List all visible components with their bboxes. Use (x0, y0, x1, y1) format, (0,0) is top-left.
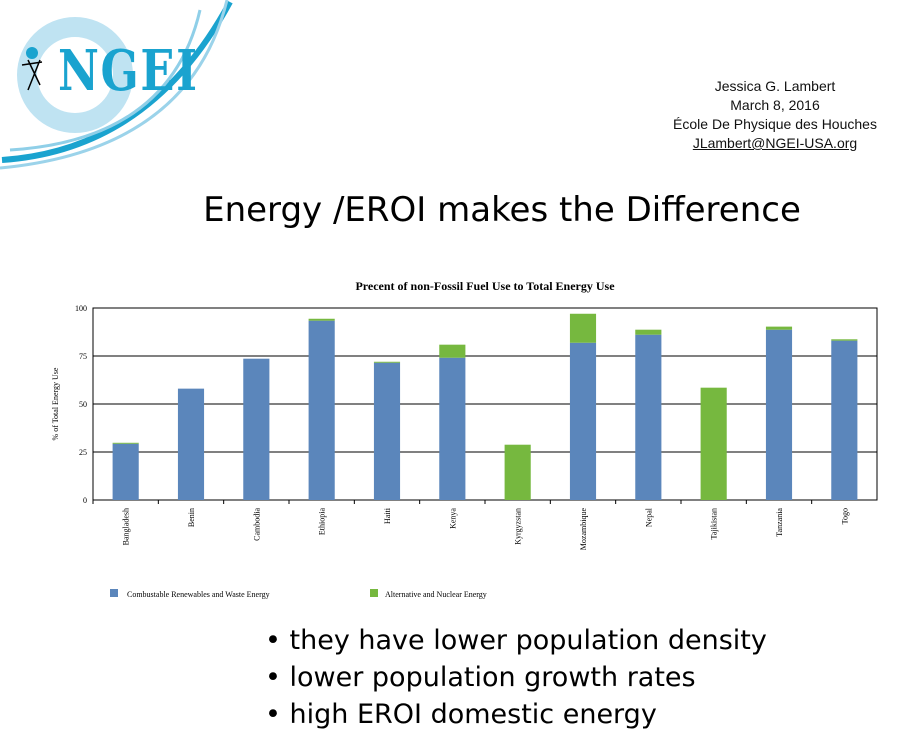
legend-swatch (370, 589, 378, 597)
venue: École De Physique des Houches (673, 116, 877, 132)
bar-alternative (439, 344, 466, 358)
bar-alternative (831, 339, 858, 341)
bar-alternative (504, 444, 531, 500)
bar-combustable (373, 362, 401, 500)
x-tick-label: Kyrgyzstan (514, 508, 523, 545)
bar-combustable (635, 334, 662, 500)
x-tick-label: Bangladesh (122, 508, 131, 545)
bar-alternative (112, 442, 139, 444)
x-tick-label: Ethiopia (318, 508, 327, 536)
bar-alternative (700, 387, 727, 500)
presentation-date: March 8, 2016 (730, 97, 820, 113)
bar-combustable (765, 329, 793, 500)
bullet-item: • high EROI domestic energy (265, 699, 657, 730)
logo-text: NGEI (58, 38, 199, 104)
x-tick-label: Cambodia (252, 508, 261, 541)
y-tick-label: 25 (79, 448, 87, 457)
y-tick-label: 50 (79, 400, 87, 409)
x-tick-label: Kenya (448, 508, 457, 529)
bar-alternative (569, 313, 597, 343)
x-tick-label: Togo (840, 508, 849, 524)
x-tick-label: Haiti (383, 507, 392, 524)
slide-title: Energy /EROI makes the Difference (203, 190, 801, 230)
chart-title: Precent of non-Fossil Fuel Use to Total … (355, 279, 615, 293)
x-tick-label: Benin (187, 508, 196, 527)
bar-alternative (635, 329, 662, 335)
author-info: Jessica G. Lambert March 8, 2016 École D… (660, 77, 890, 153)
bar-combustable (177, 388, 205, 500)
x-tick-label: Mozambique (579, 508, 588, 551)
bullet-item: • lower population growth rates (265, 662, 696, 693)
bar-chart: Precent of non-Fossil Fuel Use to Total … (51, 279, 878, 599)
email-link[interactable]: JLambert@NGEI-USA.org (692, 135, 858, 151)
bar-combustable (112, 443, 139, 500)
bar-combustable (569, 342, 597, 500)
y-tick-label: 100 (75, 304, 87, 313)
legend-label: Combustable Renewables and Waste Energy (127, 590, 270, 599)
bar-combustable (439, 357, 466, 500)
bar-alternative (373, 361, 401, 363)
x-tick-label: Tanzania (775, 508, 784, 537)
ngei-logo (0, 0, 233, 170)
bullet-item: • they have lower population density (265, 625, 767, 656)
y-tick-label: 0 (83, 496, 87, 505)
y-axis-label: % of Total Energy Use (51, 367, 60, 440)
x-tick-label: Nepal (644, 507, 653, 527)
x-tick-label: Tajikistan (710, 508, 719, 539)
bar-alternative (308, 318, 335, 321)
bar-combustable (831, 340, 858, 500)
author-name: Jessica G. Lambert (714, 78, 836, 94)
bar-combustable (308, 320, 335, 500)
bar-combustable (243, 358, 270, 500)
legend-swatch (110, 589, 118, 597)
y-tick-label: 75 (79, 352, 87, 361)
legend-label: Alternative and Nuclear Energy (385, 590, 487, 599)
bullet-list: • they have lower population density • l… (265, 622, 767, 733)
bar-alternative (765, 326, 793, 330)
